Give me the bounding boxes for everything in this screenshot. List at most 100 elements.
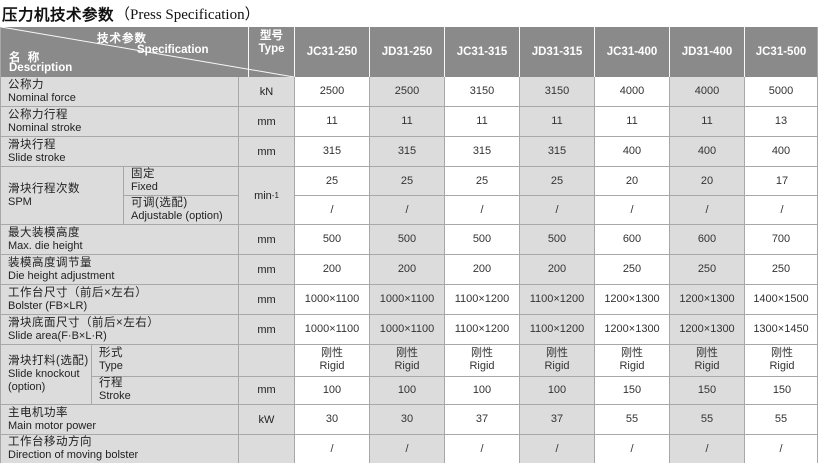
row-nominal-stroke: 公称力行程 Nominal stroke mm 11 11 11 11 11 1… [1, 107, 817, 137]
header-name-zh: 名 称 [9, 52, 42, 64]
value-cell: 25 [369, 167, 444, 195]
row-knockout-stroke: 行程 Stroke mm 100 100 100 100 150 150 150 [91, 376, 817, 404]
value-cell: 1100×1200 [444, 315, 519, 344]
value-cell: 20 [594, 167, 669, 195]
header-model-jc31-500: JC31-500 [744, 27, 817, 77]
value-cell: 600 [669, 225, 744, 254]
value-cell: 100 [519, 376, 594, 404]
value-cell: 2500 [369, 77, 444, 106]
header-type-cell: 型号 Type [249, 30, 294, 56]
unit-max-die-height: mm [238, 225, 294, 254]
value-cell: 刚性 Rigid [444, 345, 519, 376]
row-die-height-adjustment: 装模高度调节量 Die height adjustment mm 200 200… [1, 255, 817, 285]
value-cell: 刚性 Rigid [669, 345, 744, 376]
header-model-jc31-315: JC31-315 [444, 27, 519, 77]
type-column-divider [248, 27, 249, 77]
value-cell: 100 [444, 376, 519, 404]
value-cell: 37 [519, 405, 594, 434]
value-cell: / [669, 435, 744, 463]
value-cell: 200 [519, 255, 594, 284]
unit-slide-area: mm [238, 315, 294, 344]
table-body: 公称力 Nominal force kN 2500 2500 3150 3150… [1, 77, 817, 463]
unit-slide-stroke: mm [238, 137, 294, 166]
value-cell: 55 [744, 405, 817, 434]
unit-moving-bolster-direction [238, 435, 294, 463]
value-cell: 1000×1100 [369, 285, 444, 314]
unit-main-motor-power: kW [238, 405, 294, 434]
value-cell: / [744, 435, 817, 463]
sublabel-spm-fixed: 固定 Fixed [123, 167, 238, 196]
header-corner-cell: 技术参数 Specification 名 称 Description 型号 Ty… [1, 27, 294, 77]
value-cell: 1200×1300 [669, 315, 744, 344]
row-moving-bolster-direction: 工作台移动方向 Direction of moving bolster / / … [1, 435, 817, 463]
value-cell: 刚性 Rigid [294, 345, 369, 376]
value-cell: 315 [444, 137, 519, 166]
value-cell: 250 [744, 255, 817, 284]
value-cell: 55 [594, 405, 669, 434]
label-slide-stroke: 滑块行程 Slide stroke [1, 137, 238, 166]
value-cell: 1100×1200 [444, 285, 519, 314]
unit-spm: min -1 [238, 167, 294, 224]
value-cell: 1200×1300 [594, 285, 669, 314]
value-cell: / [594, 435, 669, 463]
value-cell: 30 [369, 405, 444, 434]
header-spec-en: Specification [137, 44, 209, 56]
value-cell: 400 [744, 137, 817, 166]
value-cell: 250 [669, 255, 744, 284]
value-cell: 500 [444, 225, 519, 254]
value-cell: 200 [444, 255, 519, 284]
row-nominal-force: 公称力 Nominal force kN 2500 2500 3150 3150… [1, 77, 817, 107]
value-cell: 3150 [444, 77, 519, 106]
unit-knockout-type [238, 345, 294, 376]
value-cell: 200 [369, 255, 444, 284]
value-cell: 1000×1100 [294, 315, 369, 344]
value-cell: / [294, 196, 369, 224]
value-cell: 20 [669, 167, 744, 195]
value-cell: 25 [519, 167, 594, 195]
label-knockout: 滑块打料(选配) Slide knockout (option) [1, 345, 91, 404]
value-cell: 刚性 Rigid [519, 345, 594, 376]
value-cell: / [369, 435, 444, 463]
value-cell: 4000 [669, 77, 744, 106]
value-cell: 1400×1500 [744, 285, 817, 314]
row-spm-adjustable-values: / / / / / / / [294, 196, 817, 224]
value-cell: 55 [669, 405, 744, 434]
value-cell: / [444, 435, 519, 463]
label-slide-area: 滑块底面尺寸（前后×左右） Slide area(F·B×L·R) [1, 315, 238, 344]
value-cell: 1100×1200 [519, 285, 594, 314]
row-main-motor-power: 主电机功率 Main motor power kW 30 30 37 37 55… [1, 405, 817, 435]
label-moving-bolster-direction: 工作台移动方向 Direction of moving bolster [1, 435, 238, 463]
value-cell: / [669, 196, 744, 224]
header-model-jc31-400: JC31-400 [594, 27, 669, 77]
value-cell: 刚性 Rigid [594, 345, 669, 376]
value-cell: 5000 [744, 77, 817, 106]
header-name-en: Description [9, 62, 73, 74]
row-slide-stroke: 滑块行程 Slide stroke mm 315 315 315 315 400… [1, 137, 817, 167]
value-cell: 315 [294, 137, 369, 166]
row-max-die-height: 最大装模高度 Max. die height mm 500 500 500 50… [1, 225, 817, 255]
value-cell: 1200×1300 [669, 285, 744, 314]
header-model-jd31-400: JD31-400 [669, 27, 744, 77]
value-cell: 1200×1300 [594, 315, 669, 344]
unit-nominal-force: kN [238, 77, 294, 106]
value-cell: 2500 [294, 77, 369, 106]
value-cell: 400 [594, 137, 669, 166]
value-cell: 100 [294, 376, 369, 404]
value-cell: 4000 [594, 77, 669, 106]
label-max-die-height: 最大装模高度 Max. die height [1, 225, 238, 254]
row-group-spm: 滑块行程次数 SPM 固定 Fixed 可调(选配) Adjustable (o… [1, 167, 817, 225]
header-model-jc31-250: JC31-250 [294, 27, 369, 77]
value-cell: 200 [294, 255, 369, 284]
spm-sublabels: 固定 Fixed 可调(选配) Adjustable (option) [123, 167, 238, 224]
value-cell: / [594, 196, 669, 224]
header-model-jd31-250: JD31-250 [369, 27, 444, 77]
value-cell: 250 [594, 255, 669, 284]
table-header-row: 技术参数 Specification 名 称 Description 型号 Ty… [1, 27, 817, 77]
header-model-jd31-315: JD31-315 [519, 27, 594, 77]
value-cell: / [294, 435, 369, 463]
unit-bolster: mm [238, 285, 294, 314]
value-cell: 11 [369, 107, 444, 136]
unit-die-height-adjustment: mm [238, 255, 294, 284]
page-title-en: （Press Specification） [115, 7, 260, 23]
